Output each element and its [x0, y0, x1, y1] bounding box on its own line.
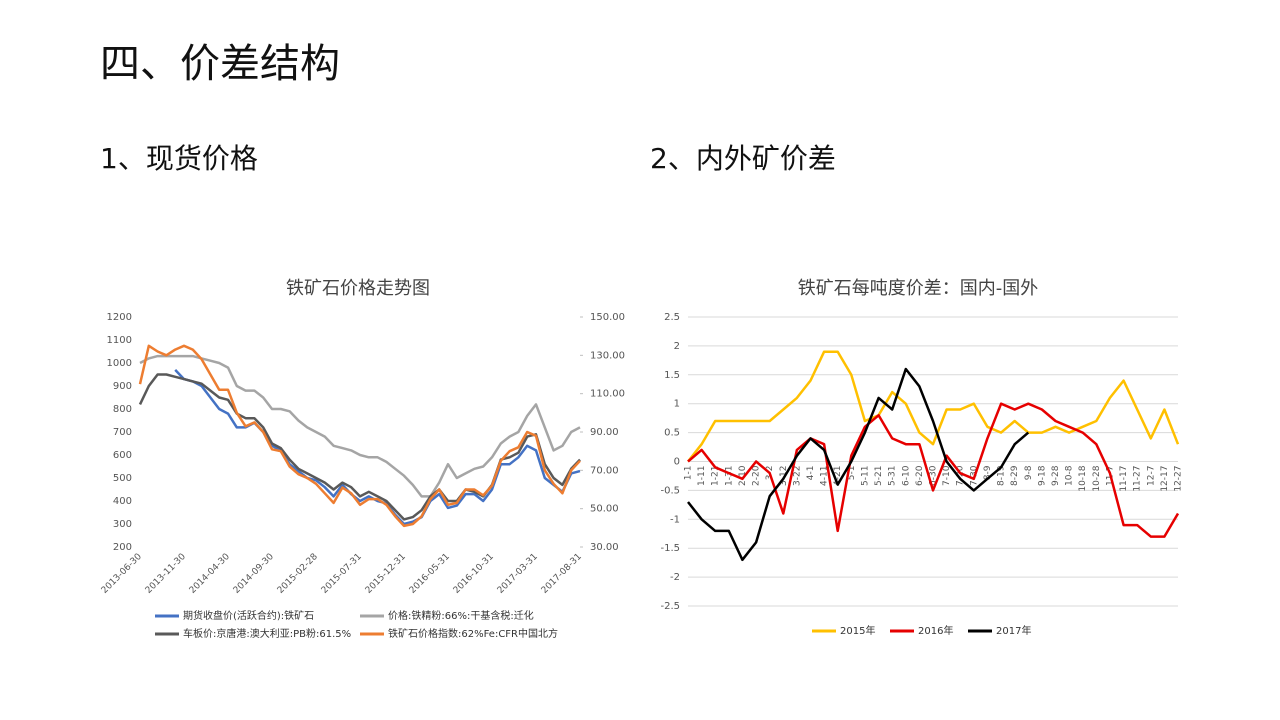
y2-tick-label: 50.00 [590, 504, 619, 515]
x-tick-label: 1-31 [724, 466, 734, 486]
x-tick-label: 2-10 [738, 465, 748, 486]
x-tick-label: 12-7 [1146, 466, 1156, 486]
x-tick-label: 2015-07-31 [320, 552, 364, 596]
legend-label: 价格:铁精粉:66%:干基含税:迁化 [388, 609, 534, 622]
x-tick-label: 2017-03-31 [496, 552, 540, 596]
x-tick-label: 8-29 [1010, 465, 1020, 486]
x-tick-label: 10-18 [1078, 465, 1088, 491]
chart-title: 铁矿石每吨度价差：国内-国外 [798, 278, 1039, 299]
y-tick-label: -2.5 [660, 601, 680, 612]
y2-tick-label: 70.00 [590, 465, 619, 476]
y-tick-label: -0.5 [660, 485, 680, 496]
chart-title: 铁矿石价格走势图 [286, 278, 430, 299]
x-tick-label: 2017-08-31 [540, 552, 584, 596]
x-tick-label: 5-21 [874, 466, 884, 486]
y-tick-label: 1200 [107, 312, 132, 323]
x-tick-label: 2013-11-30 [144, 552, 188, 596]
x-tick-label: 1-11 [697, 466, 707, 486]
x-tick-label: 12-27 [1174, 466, 1184, 492]
x-tick-label: 2015-12-31 [364, 552, 408, 596]
y-tick-label: 1100 [107, 335, 132, 346]
y-tick-label: 700 [113, 427, 132, 438]
series-line [138, 344, 581, 528]
x-tick-label: 1-1 [684, 466, 694, 481]
y-tick-label: 300 [113, 519, 132, 530]
y-tick-label: 500 [113, 473, 132, 484]
x-tick-label: 4-1 [806, 466, 816, 481]
y2-tick-label: 150.00 [590, 312, 625, 323]
x-tick-label: 2015-02-28 [276, 552, 320, 596]
x-tick-label: 9-28 [1051, 465, 1061, 486]
y2-tick-label: 30.00 [590, 542, 619, 553]
x-tick-label: 10-28 [1092, 465, 1102, 491]
y-tick-label: 0.5 [664, 428, 680, 439]
y-tick-label: 1000 [107, 358, 132, 369]
series-line [687, 367, 1030, 562]
legend-label: 2015年 [840, 624, 875, 637]
series-line [138, 373, 581, 521]
x-tick-label: 9-8 [1024, 465, 1034, 480]
series-line [687, 402, 1180, 538]
series-line [174, 369, 581, 526]
x-tick-label: 9-18 [1037, 465, 1047, 486]
x-tick-label: 2-20 [752, 465, 762, 486]
y-tick-label: 800 [113, 404, 132, 415]
y-tick-label: -1.5 [660, 543, 680, 554]
x-tick-label: 6-10 [901, 465, 911, 486]
section-heading: 2、内外矿价差 [650, 142, 836, 175]
x-tick-label: 2016-05-31 [408, 552, 452, 596]
y-tick-label: 0 [674, 457, 680, 468]
y-tick-label: 600 [113, 450, 132, 461]
x-tick-label: 4-21 [833, 466, 843, 486]
y-tick-label: 200 [113, 542, 132, 553]
y-tick-label: 1 [674, 399, 680, 410]
y2-tick-label: 90.00 [590, 427, 619, 438]
x-tick-label: 12-17 [1160, 466, 1170, 492]
x-tick-label: 6-30 [929, 465, 939, 486]
x-tick-label: 2014-04-30 [188, 552, 232, 596]
series-line [687, 350, 1180, 463]
x-tick-label: 10-8 [1065, 465, 1075, 486]
y-tick-label: 2 [674, 341, 680, 352]
y-tick-label: 900 [113, 381, 132, 392]
legend-label: 铁矿石价格指数:62%Fe:CFR中国北方 [388, 627, 558, 640]
x-tick-label: 5-11 [860, 466, 870, 486]
y-tick-label: 2.5 [664, 312, 680, 323]
x-tick-label: 7-20 [956, 465, 966, 486]
x-tick-label: 5-31 [888, 466, 898, 486]
y-tick-label: -2 [670, 572, 680, 583]
x-tick-label: 7-10 [942, 465, 952, 486]
x-tick-label: 11-17 [1119, 466, 1129, 492]
x-tick-label: 8-9 [983, 465, 993, 480]
section-heading: 1、现货价格 [100, 142, 258, 175]
x-tick-label: 2014-09-30 [232, 552, 276, 596]
legend-label: 2016年 [918, 624, 953, 637]
x-tick-label: 8-19 [997, 465, 1007, 486]
series-line [139, 354, 581, 498]
x-tick-label: 11-27 [1133, 466, 1143, 492]
y-tick-label: 400 [113, 496, 132, 507]
legend-label: 2017年 [996, 624, 1031, 637]
x-tick-label: 3-22 [792, 466, 802, 486]
x-tick-label: 5-1 [847, 466, 857, 481]
legend-label: 期货收盘价(活跃合约):铁矿石 [183, 609, 314, 622]
x-tick-label: 1-21 [711, 466, 721, 486]
x-tick-label: 6-20 [915, 465, 925, 486]
y-tick-label: -1 [670, 514, 680, 525]
x-tick-label: 4-11 [820, 466, 830, 486]
x-tick-label: 2013-06-30 [100, 552, 144, 596]
legend-label: 车板价:京唐港:澳大利亚:PB粉:61.5% [183, 627, 351, 640]
y2-tick-label: 130.00 [590, 350, 625, 361]
y-tick-label: 1.5 [664, 370, 680, 381]
y2-tick-label: 110.00 [590, 389, 625, 400]
slide-title: 四、价差结构 [100, 41, 340, 87]
x-tick-label: 2016-10-31 [452, 552, 496, 596]
